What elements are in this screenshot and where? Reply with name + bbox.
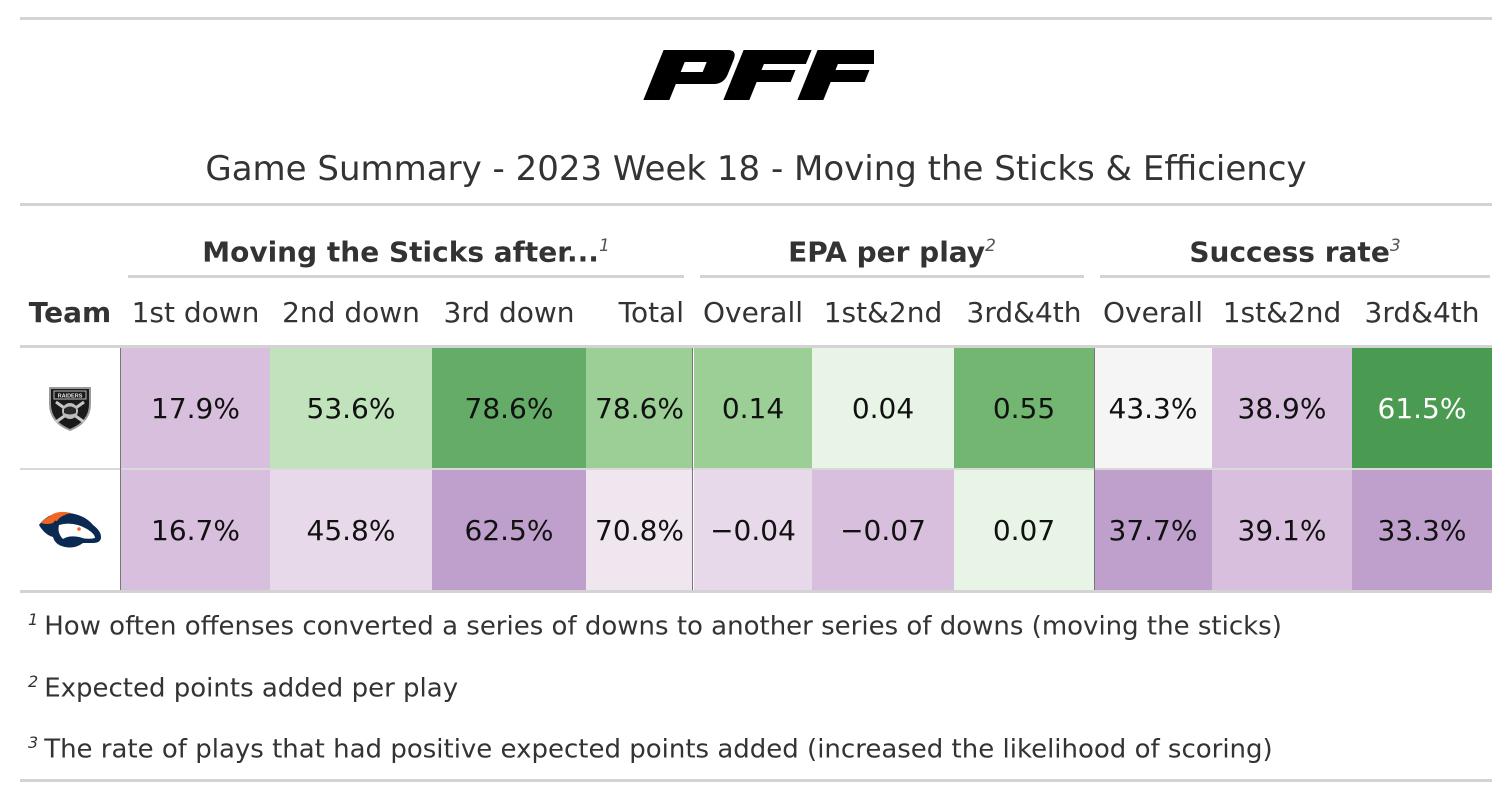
footnote-mark: 3 — [1389, 236, 1401, 256]
footnote-text: How often offenses converted a series of… — [44, 611, 1282, 642]
col-header-sr-3rd4th: 3rd&4th — [1364, 296, 1480, 329]
data-cell: 53.6% — [270, 348, 432, 468]
col-header-2nd-down: 2nd down — [282, 296, 420, 329]
broncos-logo — [39, 511, 101, 548]
footnote-text: Expected points added per play — [44, 673, 459, 704]
top-rule — [20, 17, 1492, 20]
group-divider — [692, 348, 693, 590]
spanner-underline — [1100, 275, 1490, 278]
spanner-underline — [700, 275, 1084, 278]
spanner-label: Success rate — [1189, 235, 1390, 269]
data-cell: 38.9% — [1212, 348, 1352, 468]
data-cell: 61.5% — [1352, 348, 1492, 468]
col-header-epa-1st2nd: 1st&2nd — [823, 296, 943, 329]
col-header-team: Team — [28, 296, 112, 329]
col-header-sr-overall: Overall — [1102, 296, 1204, 329]
data-cell: 37.7% — [1094, 470, 1212, 590]
data-cell: 0.55 — [954, 348, 1094, 468]
footnote-mark: 1 — [28, 610, 39, 629]
data-cell: 45.8% — [270, 470, 432, 590]
spanner-success-rate: Success rate3 — [1100, 222, 1490, 270]
table-title: Game Summary - 2023 Week 18 - Moving the… — [205, 149, 1307, 189]
data-cell: 33.3% — [1352, 470, 1492, 590]
footnote-mark: 3 — [28, 733, 39, 752]
svg-text:RAIDERS: RAIDERS — [58, 394, 83, 400]
col-header-3rd-down: 3rd down — [443, 296, 575, 329]
footnote: 2 Expected points added per play — [28, 672, 458, 704]
spanner-epa: EPA per play2 — [700, 222, 1084, 270]
footnote-mark: 2 — [28, 672, 39, 691]
col-header-total: Total — [618, 296, 684, 329]
data-cell: 0.07 — [954, 470, 1094, 590]
spanner-underline — [128, 275, 684, 278]
col-header-epa-overall: Overall — [702, 296, 804, 329]
data-cell: 16.7% — [121, 470, 270, 590]
row-separator — [20, 468, 1492, 470]
table-bottom-rule — [20, 590, 1492, 593]
data-cell: 0.14 — [694, 348, 812, 468]
data-cell: −0.04 — [694, 470, 812, 590]
data-cell: 70.8% — [586, 470, 692, 590]
data-cell: 39.1% — [1212, 470, 1352, 590]
spanner-label: EPA per play — [788, 235, 986, 269]
title-rule — [20, 203, 1492, 206]
data-cell: 17.9% — [121, 348, 270, 468]
team-cell — [20, 470, 120, 590]
footnote-mark: 2 — [985, 236, 996, 256]
footnote-mark: 1 — [598, 236, 610, 256]
data-cell: 43.3% — [1094, 348, 1212, 468]
pff-logo — [643, 50, 874, 100]
bottom-rule — [20, 779, 1492, 782]
col-header-epa-3rd4th: 3rd&4th — [966, 296, 1082, 329]
footnote: 3 The rate of plays that had positive exp… — [28, 733, 1273, 765]
group-divider — [1094, 348, 1095, 590]
col-header-1st-down: 1st down — [131, 296, 260, 329]
raiders-logo: RAIDERS — [49, 387, 91, 432]
col-header-sr-1st2nd: 1st&2nd — [1222, 296, 1342, 329]
footnote: 1 How often offenses converted a series o… — [28, 610, 1282, 642]
data-cell: 78.6% — [586, 348, 692, 468]
data-cell: 0.04 — [812, 348, 954, 468]
data-cell: 78.6% — [432, 348, 586, 468]
header-rule — [20, 345, 1492, 348]
spanner-label: Moving the Sticks after... — [202, 235, 599, 269]
spanner-moving-sticks: Moving the Sticks after...1 — [128, 222, 684, 270]
data-cell: 62.5% — [432, 470, 586, 590]
footnote-text: The rate of plays that had positive expe… — [44, 734, 1273, 765]
data-cell: −0.07 — [812, 470, 954, 590]
team-cell: RAIDERS — [20, 348, 120, 468]
group-divider — [120, 348, 121, 590]
